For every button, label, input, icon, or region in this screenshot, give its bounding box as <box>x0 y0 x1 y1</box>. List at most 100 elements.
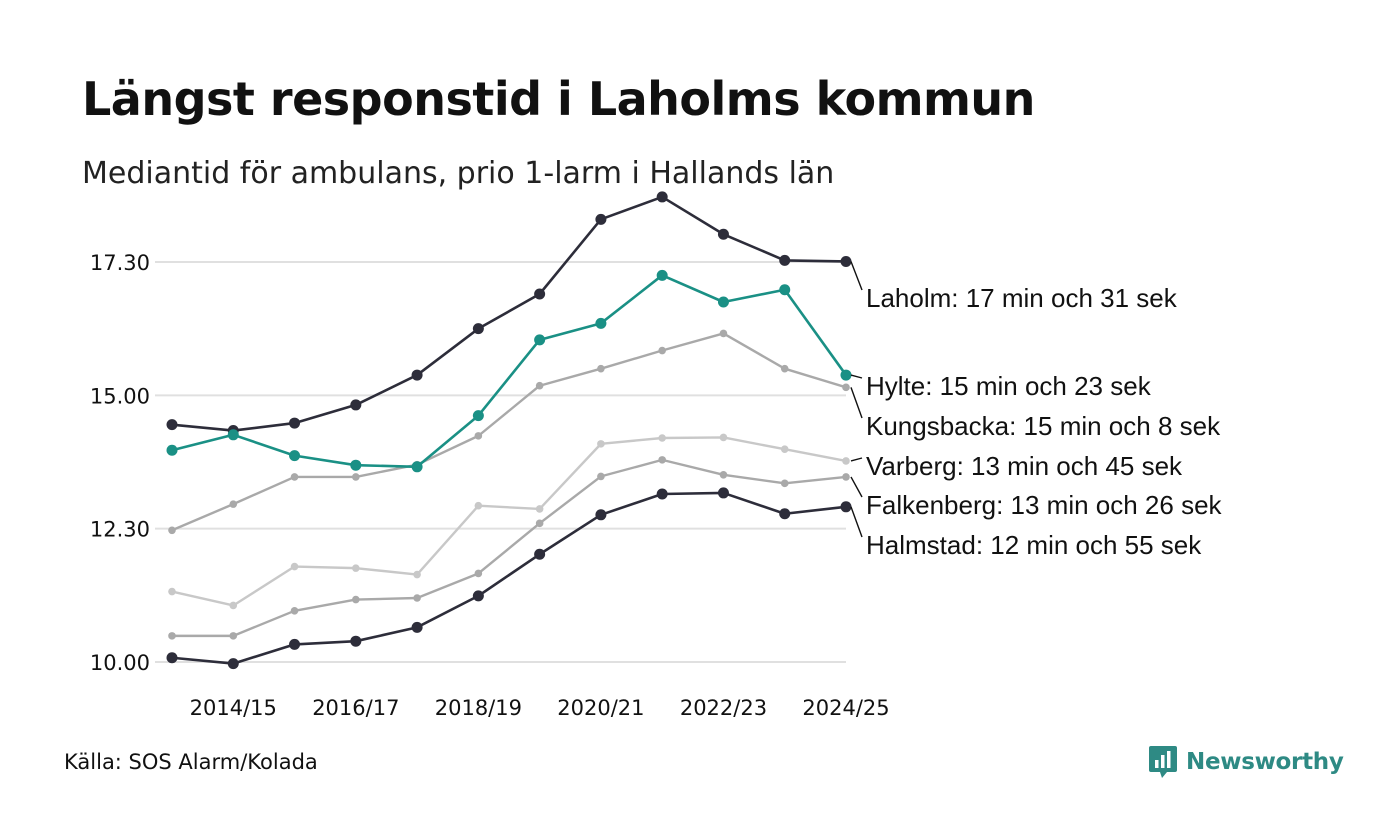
data-point <box>352 595 360 604</box>
data-point <box>535 381 544 390</box>
data-point <box>597 472 605 481</box>
data-point <box>352 564 360 572</box>
series-line <box>171 195 847 432</box>
data-point <box>595 317 607 329</box>
label-leader-line <box>850 476 863 498</box>
data-point <box>780 479 789 488</box>
data-point <box>534 334 546 346</box>
x-tick-label: 2024/25 <box>802 696 889 720</box>
data-point <box>290 562 299 571</box>
series-line <box>171 332 847 532</box>
data-point <box>717 487 729 499</box>
data-point <box>352 473 360 481</box>
data-point <box>168 587 176 596</box>
data-point <box>597 364 605 373</box>
data-point <box>289 450 301 462</box>
data-point <box>656 488 668 500</box>
data-point <box>595 213 607 225</box>
series-label-halmstad: Halmstad: 12 min och 55 sek <box>866 530 1202 560</box>
data-point <box>474 432 483 440</box>
data-point <box>842 457 850 465</box>
label-leader-line <box>850 261 863 291</box>
data-point <box>656 191 668 203</box>
data-point <box>472 590 484 602</box>
series-label-hylte: Hylte: 15 min och 23 sek <box>866 371 1152 401</box>
newsworthy-logo: Newsworthy <box>1148 744 1344 780</box>
data-point <box>717 296 729 308</box>
data-point <box>840 369 852 381</box>
series-line <box>171 274 848 469</box>
x-tick-label: 2020/21 <box>557 696 644 720</box>
data-point <box>229 500 238 508</box>
data-point <box>780 445 789 454</box>
data-point <box>779 254 791 266</box>
newsworthy-logo-icon <box>1149 746 1177 778</box>
data-point <box>842 473 850 481</box>
y-tick-label: 10.00 <box>90 651 150 675</box>
data-point <box>166 419 178 431</box>
data-point <box>534 548 546 560</box>
x-tick-label: 2016/17 <box>312 696 399 720</box>
data-point <box>658 456 666 464</box>
data-point <box>229 632 238 640</box>
x-tick-label: 2022/23 <box>680 696 767 720</box>
x-axis-ticks: 2014/15 2016/17 2018/19 2020/21 2022/23 2024/… <box>190 696 890 720</box>
data-point <box>166 444 178 456</box>
series-line <box>172 458 847 638</box>
data-point <box>597 440 605 448</box>
data-point <box>719 471 728 479</box>
y-tick-label: 15.00 <box>90 384 150 408</box>
series-halmstad <box>166 487 852 670</box>
data-point <box>840 501 852 513</box>
brand-name: Newsworthy <box>1186 749 1344 775</box>
data-point <box>289 638 301 650</box>
data-point <box>350 459 362 471</box>
series-hylte <box>166 269 852 473</box>
data-point <box>535 519 544 528</box>
data-point <box>472 323 484 335</box>
x-tick-label: 2014/15 <box>190 696 277 720</box>
label-leader-line <box>850 387 863 419</box>
data-point <box>474 569 483 578</box>
x-tick-label: 2018/19 <box>435 696 522 720</box>
series-line <box>171 491 847 665</box>
gridlines <box>155 261 846 663</box>
y-tick-label: 17.30 <box>90 251 150 275</box>
data-point <box>411 369 423 381</box>
data-point <box>719 433 728 442</box>
data-point <box>779 284 791 296</box>
data-point <box>779 508 791 520</box>
data-point <box>658 346 666 355</box>
data-point <box>168 526 176 535</box>
data-point <box>534 288 546 300</box>
data-point <box>472 410 484 422</box>
data-point <box>780 364 789 373</box>
series-varberg <box>168 433 850 610</box>
data-point <box>350 399 362 411</box>
data-point <box>227 658 239 670</box>
data-point <box>350 635 362 647</box>
data-point <box>227 429 239 441</box>
data-point <box>719 329 728 338</box>
y-tick-label: 12.30 <box>90 518 150 542</box>
data-point <box>840 255 852 267</box>
series-label-falkenberg: Falkenberg: 13 min och 26 sek <box>866 490 1223 520</box>
series-line <box>171 436 847 607</box>
data-point <box>290 607 299 615</box>
chart-title: Längst responstid i Laholms kommun <box>82 72 1035 126</box>
series-label-laholm: Laholm: 17 min och 31 sek <box>866 283 1178 313</box>
data-point <box>413 594 421 602</box>
data-point <box>717 228 729 240</box>
data-point <box>658 434 666 442</box>
data-point <box>289 417 301 429</box>
data-point <box>595 509 607 521</box>
data-point <box>842 383 850 392</box>
series-kungsbacka <box>168 329 850 535</box>
y-axis-ticks: 10.00 12.30 15.00 17.30 <box>90 251 150 675</box>
series-label-kungsbacka: Kungsbacka: 15 min och 8 sek <box>866 411 1221 441</box>
data-point <box>229 601 238 610</box>
series-laholm <box>166 191 852 437</box>
data-point <box>168 632 176 640</box>
label-leader-line <box>850 374 863 379</box>
